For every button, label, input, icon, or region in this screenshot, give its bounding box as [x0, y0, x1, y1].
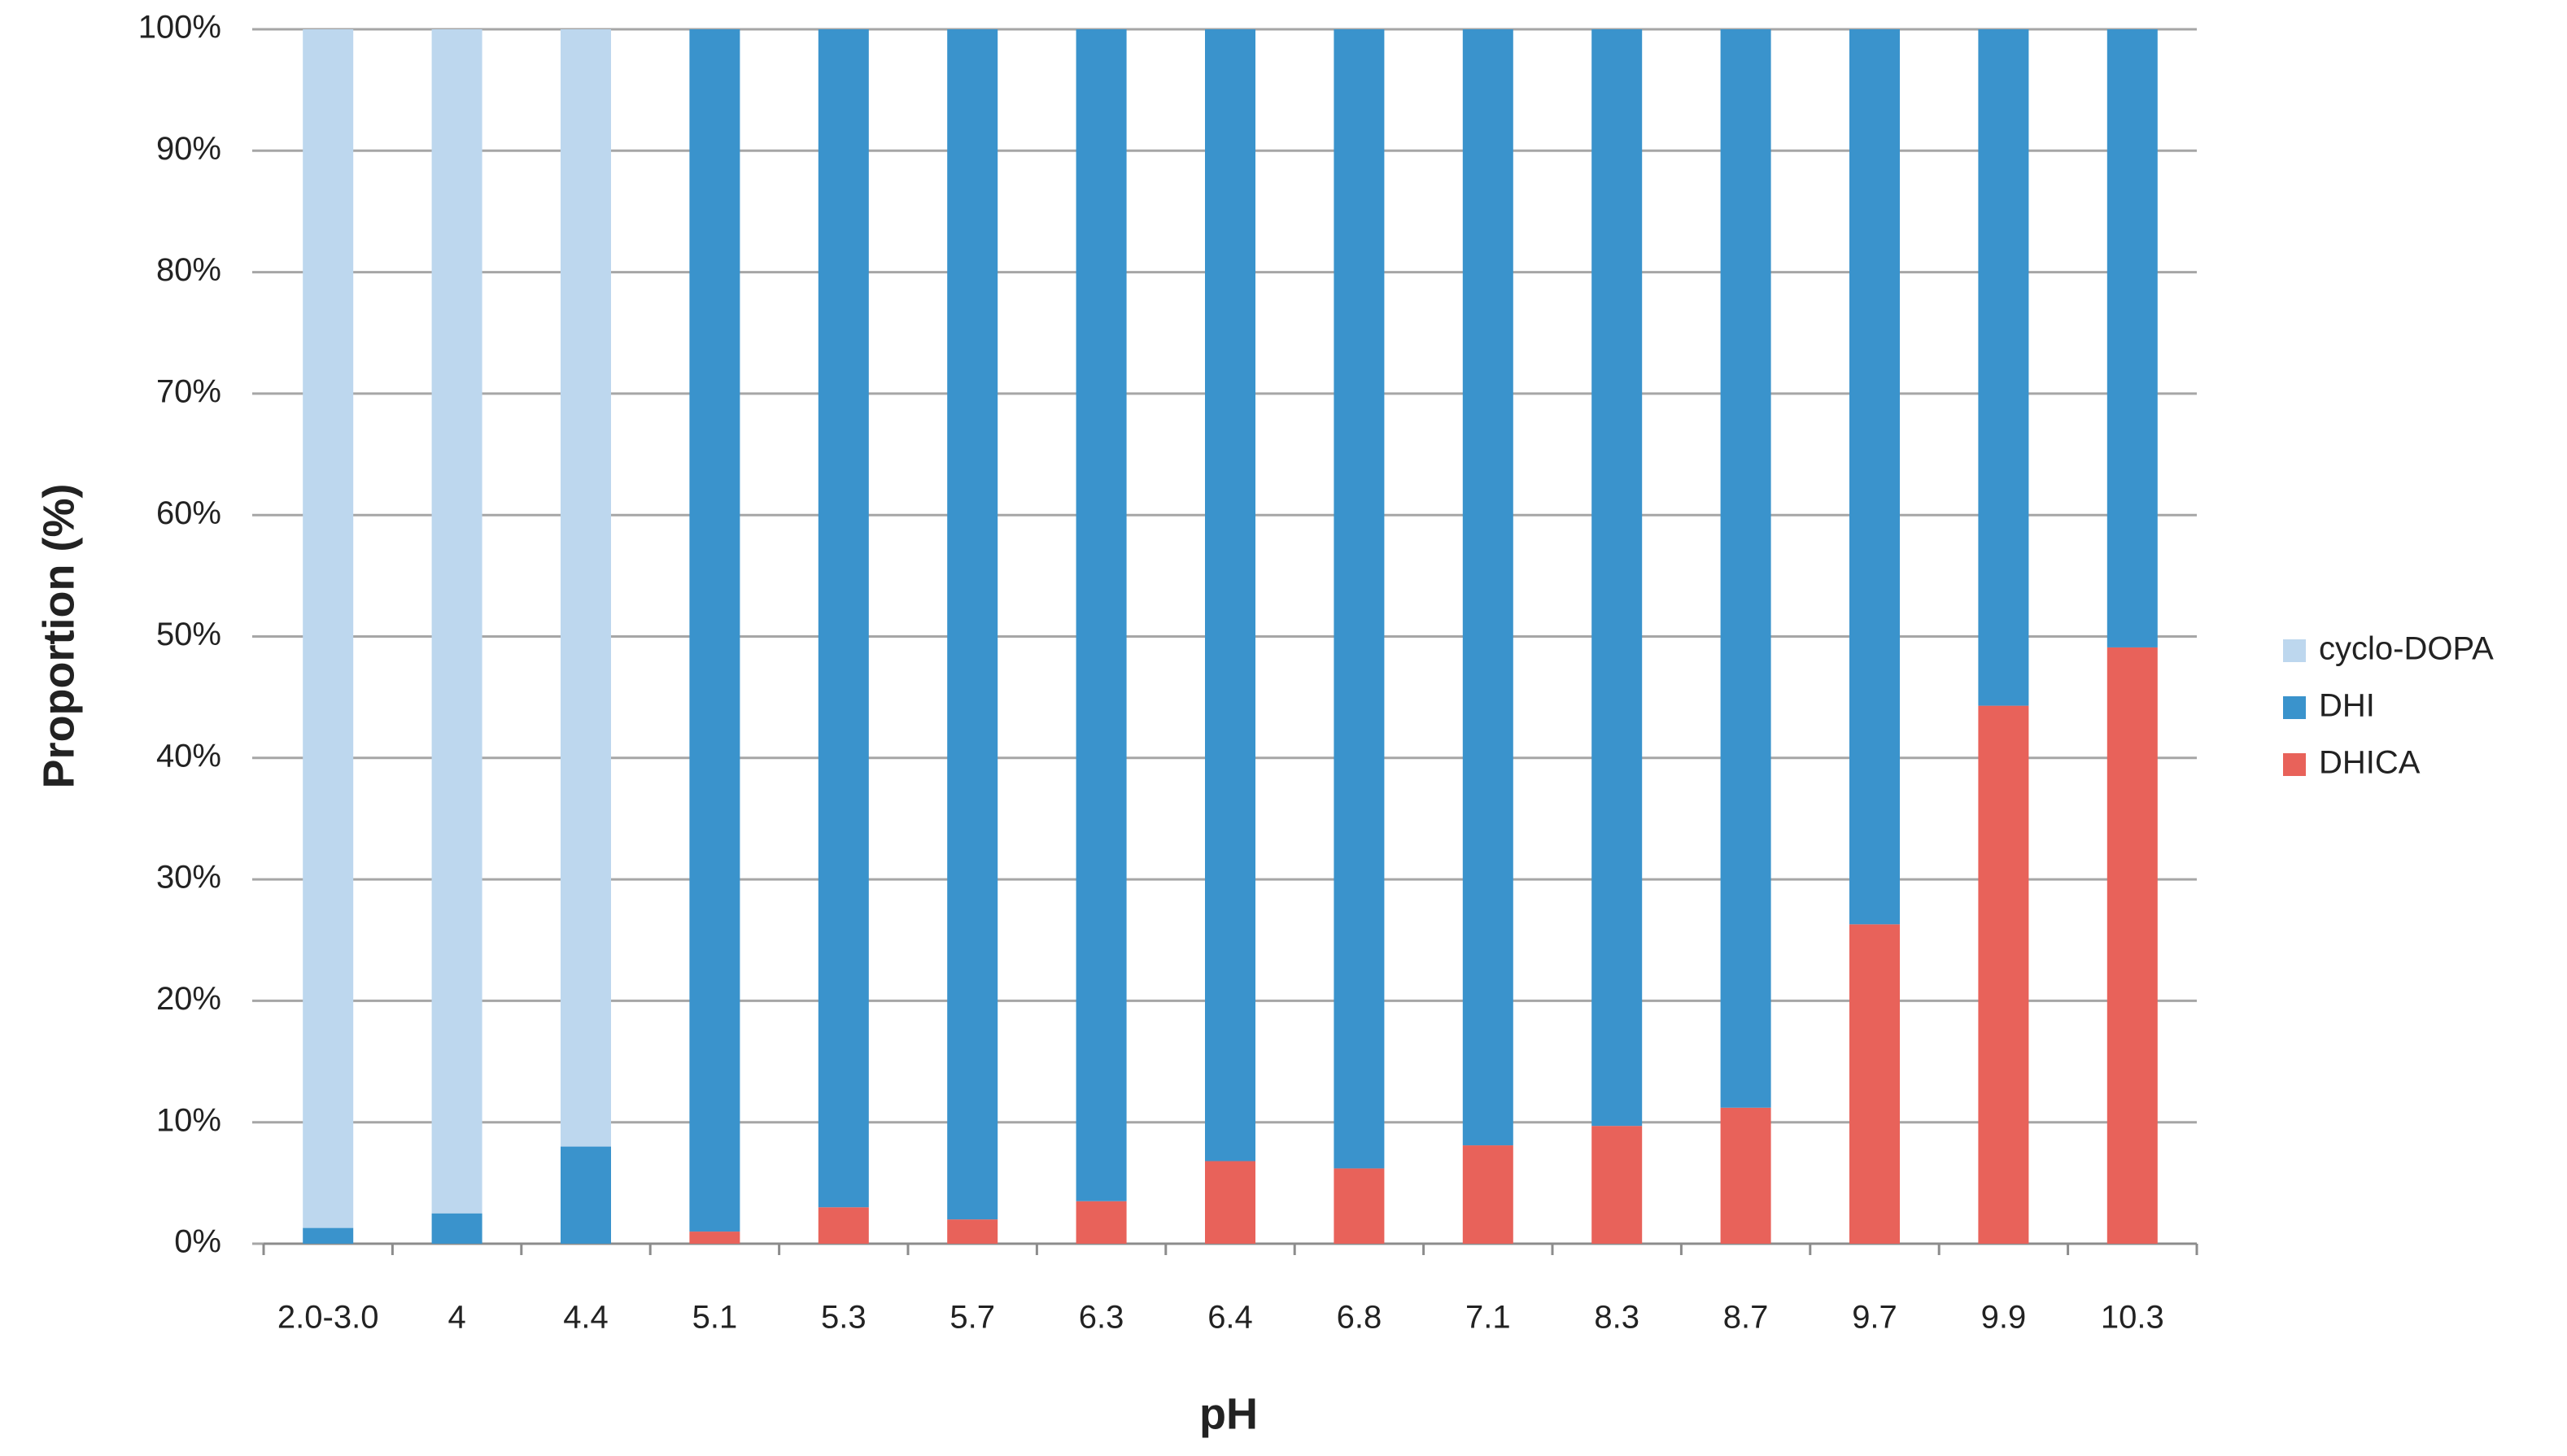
bar-segment [1205, 29, 1255, 1162]
x-tick-label: 7.1 [1465, 1300, 1511, 1336]
x-tick-label: 4 [447, 1300, 465, 1336]
legend-label: DHI [2319, 688, 2375, 724]
x-tick-label: 6.8 [1337, 1300, 1382, 1336]
legend-swatch [2283, 639, 2306, 662]
bar-segment [1076, 29, 1127, 1201]
x-tick-label: 10.3 [2101, 1300, 2164, 1336]
bar-segment [1978, 29, 2029, 706]
bar-segment [1334, 1168, 1385, 1244]
bar-segment [818, 29, 869, 1208]
x-tick-label: 2.0-3.0 [277, 1300, 379, 1336]
x-axis-title: pH [1199, 1389, 1258, 1438]
bar-segment [689, 29, 740, 1232]
x-tick-label: 9.9 [1981, 1300, 2027, 1336]
y-tick-label: 80% [156, 252, 221, 288]
bar-segment [818, 1207, 869, 1244]
bar-segment [431, 1213, 482, 1244]
x-tick-label: 6.4 [1207, 1300, 1253, 1336]
bar-segment [689, 1231, 740, 1244]
bar-segment [1720, 1107, 1771, 1244]
bar-segment [947, 29, 998, 1220]
bar-segment [561, 29, 611, 1147]
y-tick-label: 90% [156, 131, 221, 167]
bar-segment [1462, 29, 1513, 1146]
bar-segment [1591, 1126, 1643, 1244]
bar-segment [1978, 705, 2029, 1244]
bar-segment [1720, 29, 1771, 1108]
bar-segment [1076, 1201, 1127, 1244]
bar-segment [431, 29, 482, 1214]
y-tick-label: 30% [156, 860, 221, 896]
bar-segment [1205, 1161, 1255, 1244]
legend-swatch [2283, 753, 2306, 776]
y-tick-label: 50% [156, 617, 221, 652]
legend-swatch [2283, 696, 2306, 719]
bar-segment [947, 1219, 998, 1244]
bar-segment [1849, 29, 1900, 925]
y-axis-title: Proportion (%) [34, 484, 83, 789]
bar-segment [2106, 29, 2158, 647]
y-tick-label: 70% [156, 373, 221, 409]
y-tick-label: 40% [156, 738, 221, 774]
bar-segment [1591, 29, 1643, 1127]
y-tick-label: 0% [174, 1224, 221, 1260]
bar-segment [2106, 647, 2158, 1244]
legend-label: cyclo-DOPA [2319, 631, 2494, 667]
x-tick-label: 4.4 [563, 1300, 609, 1336]
bar-segment [303, 29, 354, 1228]
y-tick-label: 100% [138, 10, 221, 46]
x-tick-label: 9.7 [1852, 1300, 1897, 1336]
x-tick-label: 5.7 [950, 1300, 995, 1336]
x-tick-label: 8.7 [1723, 1300, 1769, 1336]
y-tick-label: 20% [156, 981, 221, 1017]
bar-segment [303, 1227, 354, 1244]
x-tick-label: 5.3 [821, 1300, 867, 1336]
bar-segment [1462, 1145, 1513, 1244]
bar-segment [1334, 29, 1385, 1169]
x-tick-label: 8.3 [1594, 1300, 1639, 1336]
x-tick-label: 5.1 [692, 1300, 738, 1336]
bar-segment [1849, 924, 1900, 1244]
y-tick-label: 10% [156, 1102, 221, 1138]
bar-segment [561, 1146, 611, 1244]
x-tick-label: 6.3 [1079, 1300, 1124, 1336]
y-tick-label: 60% [156, 495, 221, 531]
legend-label: DHICA [2319, 745, 2421, 781]
